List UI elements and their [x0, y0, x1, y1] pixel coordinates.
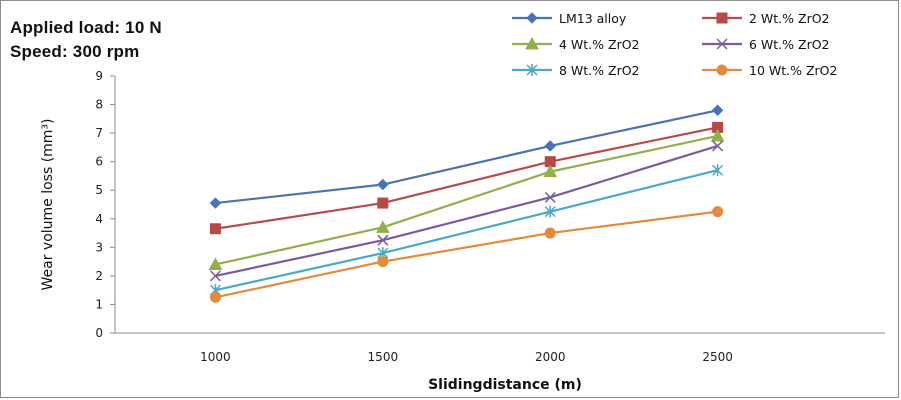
x-tick-label: 1500 — [368, 350, 399, 364]
series-line — [215, 210, 718, 299]
x-tick-label: 2500 — [702, 350, 733, 364]
legend-item: 6 Wt.% ZrO2 — [702, 37, 830, 52]
data-point — [209, 197, 222, 209]
y-axis-label: Wear volume loss (mm³) — [40, 118, 56, 290]
data-point — [377, 178, 389, 191]
applied-load-label: Applied load: 10 N — [10, 18, 162, 37]
series-4 — [209, 140, 724, 282]
x-tick-label: 1000 — [200, 350, 231, 364]
data-point — [544, 140, 556, 152]
series-line — [215, 144, 718, 277]
y-tick-label: 1 — [95, 297, 103, 311]
x-axis-label: Slidingdistance (m) — [428, 377, 582, 393]
legend-marker — [716, 64, 728, 76]
series-line — [215, 126, 718, 230]
y-tick-label: 9 — [95, 69, 103, 83]
y-tick-label: 4 — [95, 212, 103, 226]
legend-marker — [526, 64, 538, 76]
data-point — [544, 227, 556, 239]
series-3 — [208, 128, 725, 270]
legend-item: 10 Wt.% ZrO2 — [702, 63, 837, 78]
y-tick-label: 0 — [95, 326, 103, 340]
legend-label: 4 Wt.% ZrO2 — [559, 37, 640, 52]
legend-label: 10 Wt.% ZrO2 — [749, 63, 837, 78]
speed-label: Speed: 300 rpm — [10, 42, 140, 61]
y-tick-label: 8 — [95, 98, 103, 112]
data-point — [712, 140, 724, 152]
axes: 0 1 2 3 4 5 6 7 8 9 1000 1500 2000 2500 — [95, 69, 885, 364]
y-tick-label: 6 — [95, 155, 103, 169]
legend-label: LM13 alloy — [559, 11, 627, 26]
y-tick-label: 5 — [95, 183, 103, 197]
legend-label: 6 Wt.% ZrO2 — [749, 37, 830, 52]
legend-marker — [525, 36, 539, 50]
legend-item: 8 Wt.% ZrO2 — [512, 63, 640, 78]
data-point — [377, 256, 389, 268]
series-6 — [209, 206, 724, 303]
data-point — [208, 257, 223, 270]
data-point — [544, 205, 556, 218]
data-point — [375, 220, 390, 233]
legend-label: 8 Wt.% ZrO2 — [559, 63, 640, 78]
data-point — [209, 291, 221, 303]
data-point — [712, 164, 724, 177]
y-tick-label: 2 — [95, 269, 103, 283]
legend: LM13 alloy 2 Wt.% ZrO2 4 Wt.% ZrO2 6 Wt.% Z… — [512, 11, 837, 78]
legend-item: 2 Wt.% ZrO2 — [702, 11, 830, 26]
series-5 — [209, 164, 724, 297]
legend-marker — [716, 12, 728, 24]
data-point — [377, 197, 389, 209]
legend-label: 2 Wt.% ZrO2 — [749, 11, 830, 26]
series-line — [215, 169, 718, 292]
series-line — [215, 134, 718, 266]
data-point — [712, 206, 724, 218]
series-2 — [209, 121, 724, 235]
legend-item: LM13 alloy — [512, 11, 627, 26]
legend-marker — [526, 12, 538, 24]
series-1 — [209, 104, 724, 209]
y-tick-label: 3 — [95, 240, 103, 254]
data-point — [543, 164, 558, 178]
legend-marker — [716, 38, 728, 50]
y-tick-label: 7 — [95, 126, 103, 140]
legend-item: 4 Wt.% ZrO2 — [512, 36, 640, 52]
data-point — [710, 128, 725, 142]
series-layer — [208, 104, 725, 303]
data-point — [209, 223, 221, 235]
series-line — [215, 109, 718, 205]
data-point — [711, 104, 724, 116]
data-point — [209, 270, 221, 282]
data-point — [544, 191, 556, 203]
data-point — [377, 234, 389, 246]
x-tick-label: 2000 — [535, 350, 566, 364]
